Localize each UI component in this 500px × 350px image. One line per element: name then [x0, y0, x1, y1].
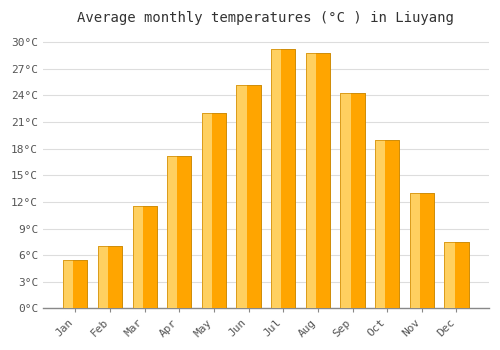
Bar [167, 156, 192, 308]
Bar [63, 260, 74, 308]
Bar [306, 53, 330, 308]
Bar [98, 246, 122, 308]
Bar [271, 49, 281, 308]
Bar [271, 49, 295, 308]
Bar [98, 246, 122, 308]
Bar [202, 113, 212, 308]
Bar [444, 242, 468, 308]
Bar [410, 193, 420, 308]
Bar [63, 260, 88, 308]
Bar [410, 193, 434, 308]
Bar [132, 206, 157, 308]
Bar [236, 85, 260, 308]
Bar [375, 140, 386, 308]
Bar [375, 140, 400, 308]
Bar [63, 260, 88, 308]
Title: Average monthly temperatures (°C ) in Liuyang: Average monthly temperatures (°C ) in Li… [78, 11, 454, 25]
Bar [202, 113, 226, 308]
Bar [98, 246, 108, 308]
Bar [340, 93, 364, 308]
Bar [340, 93, 350, 308]
Bar [167, 156, 177, 308]
Bar [306, 53, 316, 308]
Bar [444, 242, 454, 308]
Bar [236, 85, 260, 308]
Bar [271, 49, 295, 308]
Bar [375, 140, 400, 308]
Bar [444, 242, 468, 308]
Bar [340, 93, 364, 308]
Bar [132, 206, 157, 308]
Bar [236, 85, 246, 308]
Bar [306, 53, 330, 308]
Bar [167, 156, 192, 308]
Bar [410, 193, 434, 308]
Bar [132, 206, 142, 308]
Bar [202, 113, 226, 308]
